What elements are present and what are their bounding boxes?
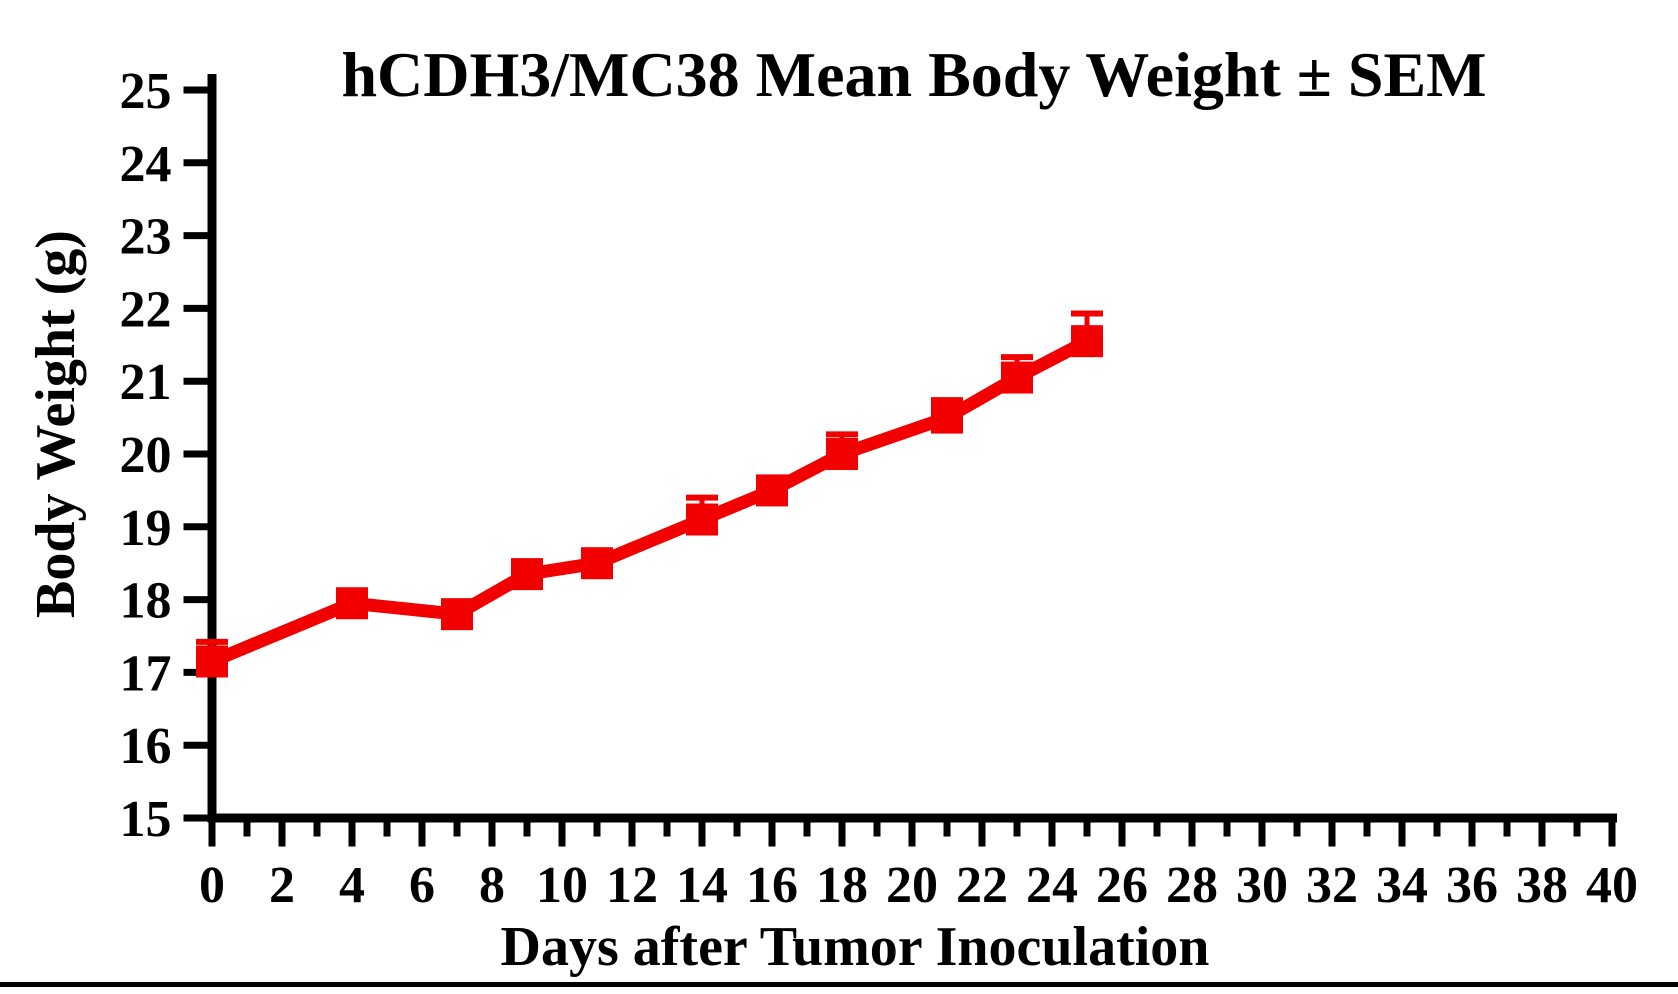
x-tick-label: 36 bbox=[1446, 857, 1498, 914]
data-point-marker bbox=[581, 547, 613, 580]
x-tick-label: 20 bbox=[886, 857, 938, 914]
data-point-marker bbox=[196, 645, 228, 678]
y-tick-label: 21 bbox=[120, 354, 172, 411]
data-point-marker bbox=[336, 587, 368, 620]
y-ticks: 15 16 17 18 19 20 21 22 23 24 25 bbox=[120, 63, 208, 848]
y-tick-label: 23 bbox=[120, 209, 172, 266]
x-tick-label: 16 bbox=[746, 857, 798, 914]
x-tick-label: 18 bbox=[816, 857, 868, 914]
y-tick-label: 15 bbox=[120, 791, 172, 848]
y-tick-label: 19 bbox=[120, 500, 172, 557]
x-tick-label: 12 bbox=[606, 857, 658, 914]
data-point-marker bbox=[511, 558, 543, 591]
x-tick-label: 32 bbox=[1306, 857, 1358, 914]
x-tick-label: 10 bbox=[536, 857, 588, 914]
y-tick-label: 17 bbox=[120, 645, 172, 702]
series-markers bbox=[196, 325, 1103, 678]
x-tick-label: 8 bbox=[479, 857, 505, 914]
x-tick-label: 14 bbox=[676, 857, 728, 914]
x-tick-label: 34 bbox=[1376, 857, 1428, 914]
data-point-marker bbox=[686, 503, 718, 536]
x-tick-label: 38 bbox=[1516, 857, 1568, 914]
x-tick-label: 2 bbox=[269, 857, 295, 914]
y-tick-label: 22 bbox=[120, 281, 172, 338]
data-point-marker bbox=[826, 438, 858, 470]
chart-title: hCDH3/MC38 Mean Body Weight ± SEM bbox=[341, 39, 1487, 110]
x-ticks: 0 2 4 6 8 10 12 14 16 18 20 22 24 26 28 30 32 34 36 38 40 bbox=[199, 822, 1638, 914]
y-tick-label: 18 bbox=[120, 573, 172, 630]
y-tick-label: 25 bbox=[120, 63, 172, 120]
x-tick-label: 30 bbox=[1236, 857, 1288, 914]
data-point-marker bbox=[931, 401, 963, 434]
data-point-marker bbox=[756, 474, 788, 507]
data-point-marker bbox=[441, 598, 473, 631]
axes bbox=[207, 74, 1617, 823]
x-tick-label: 4 bbox=[339, 857, 365, 914]
x-tick-label: 26 bbox=[1096, 857, 1148, 914]
y-tick-label: 24 bbox=[120, 136, 172, 193]
x-axis-label: Days after Tumor Inoculation bbox=[500, 916, 1210, 978]
data-point-marker bbox=[1071, 325, 1103, 358]
y-tick-label: 20 bbox=[120, 427, 172, 484]
y-tick-label: 16 bbox=[120, 718, 172, 775]
data-point-marker bbox=[1001, 361, 1033, 394]
x-tick-label: 6 bbox=[409, 857, 435, 914]
x-tick-label: 22 bbox=[956, 857, 1008, 914]
x-tick-label: 24 bbox=[1026, 857, 1078, 914]
x-tick-label: 28 bbox=[1166, 857, 1218, 914]
page-bottom-border bbox=[0, 982, 1678, 987]
x-tick-label: 0 bbox=[199, 857, 225, 914]
x-tick-label: 40 bbox=[1586, 857, 1638, 914]
